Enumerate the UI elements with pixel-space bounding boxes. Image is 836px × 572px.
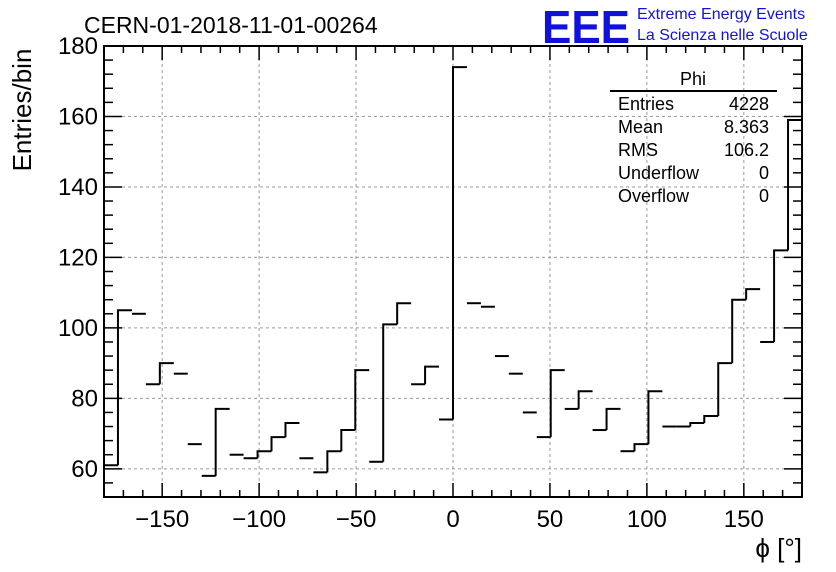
histogram-bin [745, 288, 761, 300]
y-axis-label: Entries/bin [7, 49, 37, 172]
y-tick-label: 80 [71, 385, 98, 412]
histogram-bin [633, 443, 649, 452]
stats-row-label: Underflow [618, 163, 700, 183]
logo-line-1: Extreme Energy Events [637, 6, 805, 23]
stats-row-label: RMS [618, 140, 658, 160]
y-tick-label: 140 [58, 174, 98, 201]
stats-row-value: 0 [759, 163, 769, 183]
y-tick-label: 180 [58, 33, 98, 60]
y-tick-label: 100 [58, 315, 98, 342]
stats-row-label: Overflow [618, 186, 690, 206]
logo-line-2: La Scienza nelle Scuole [637, 27, 808, 44]
histogram-bin [256, 450, 272, 459]
x-tick-label: 100 [627, 506, 667, 533]
stats-row-value: 0 [759, 186, 769, 206]
histogram-bin [270, 436, 286, 452]
histogram-bin [354, 369, 370, 431]
histogram-bin [731, 298, 747, 364]
x-tick-label: −100 [232, 506, 286, 533]
histogram-bin [396, 302, 412, 325]
histogram-bin [103, 464, 118, 497]
histogram-bin [577, 390, 593, 409]
tick-labels: −150 −100 −50 0 50 100 150 60 80 100 120 140 160 180 [58, 33, 764, 533]
stats-row-value: 106.2 [724, 140, 769, 160]
histogram-bin [647, 390, 663, 445]
stats-row-value: 4228 [729, 94, 769, 114]
y-tick-label: 120 [58, 244, 98, 271]
stats-row-label: Mean [618, 117, 663, 137]
histogram-bin [284, 422, 300, 438]
histogram-bin [773, 249, 789, 342]
histogram-bin [452, 66, 467, 420]
histogram-bin [424, 365, 440, 385]
chart-title: CERN-01-2018-11-01-00264 [84, 12, 378, 38]
histogram-bin [549, 369, 565, 438]
histogram-bin [116, 309, 132, 466]
x-tick-label: −150 [135, 506, 189, 533]
x-axis-label: ϕ [°] [755, 533, 802, 563]
histogram-bin [382, 323, 398, 462]
histogram-bin [326, 450, 342, 473]
histogram-bin [717, 362, 733, 416]
histogram-bin [703, 414, 719, 424]
axes [103, 45, 803, 498]
x-tick-label: −50 [336, 506, 377, 533]
stats-row-value: 8.363 [724, 117, 769, 137]
histogram-bin [158, 362, 174, 385]
stats-rows: Entries 4228 Mean 8.363 RMS 106.2 Underflow 0 Ov… [618, 94, 769, 206]
y-tick-label: 60 [71, 456, 98, 483]
x-tick-label: 150 [724, 506, 764, 533]
histogram-bin [214, 407, 230, 476]
stats-row-label: Entries [618, 94, 674, 114]
eee-logo-icon: EEE [542, 1, 630, 53]
stats-box: Phi Entries 4228 Mean 8.363 RMS 106.2 Underflo… [610, 69, 777, 206]
histogram-bin [605, 407, 621, 431]
histogram-bin [689, 422, 705, 427]
x-tick-label: 50 [537, 506, 564, 533]
stats-box-title: Phi [680, 69, 706, 89]
y-tick-label: 160 [58, 103, 98, 130]
x-tick-label: 0 [446, 506, 459, 533]
histogram-bin [340, 429, 356, 452]
